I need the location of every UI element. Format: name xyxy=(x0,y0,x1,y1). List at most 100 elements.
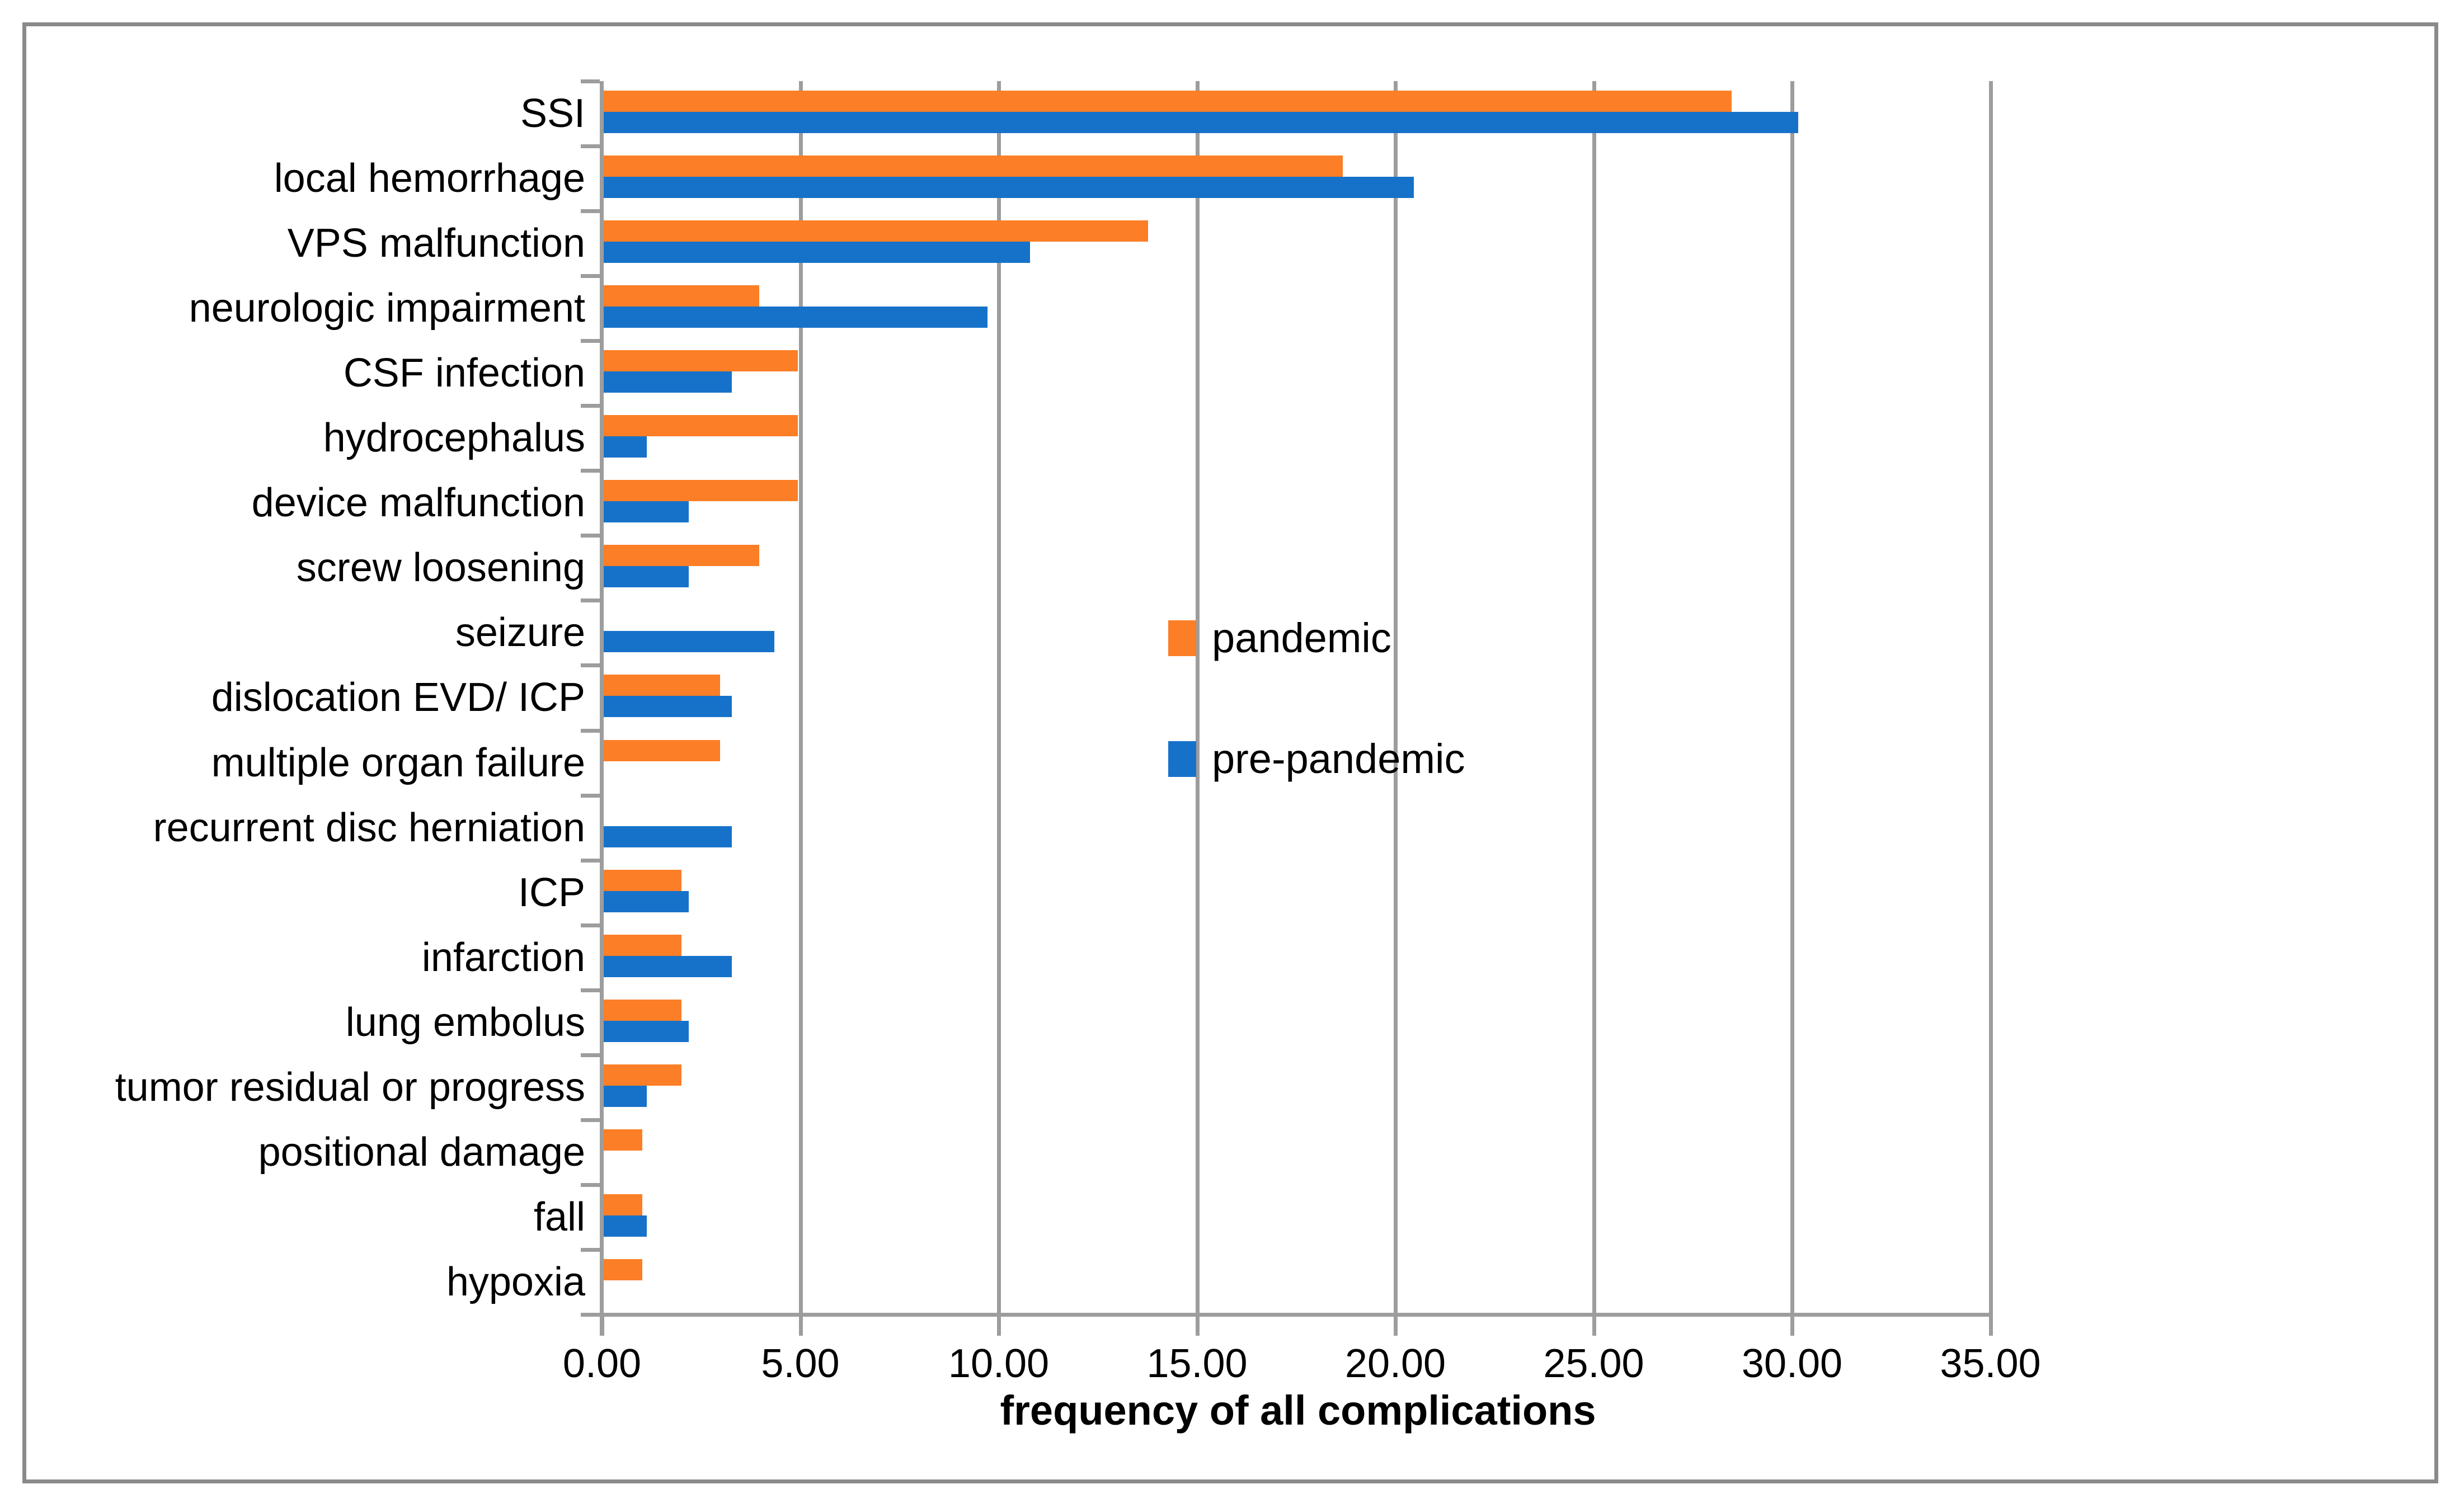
bar-pandemic xyxy=(604,415,798,437)
y-axis-tick xyxy=(581,663,600,668)
bar-pandemic xyxy=(604,1064,681,1086)
bar-pre-pandemic xyxy=(604,371,732,393)
category-label: hypoxia xyxy=(446,1259,585,1304)
bar-pre-pandemic xyxy=(604,955,732,977)
x-axis-tick xyxy=(997,1314,1001,1336)
y-axis-tick xyxy=(581,144,600,149)
y-axis-tick xyxy=(581,599,600,603)
legend-item-pre-pandemic: pre-pandemic xyxy=(1168,736,1465,782)
y-axis-tick xyxy=(581,79,600,83)
category-label: infarction xyxy=(421,935,585,980)
x-axis-tick xyxy=(1394,1314,1398,1336)
category-label: neurologic impairment xyxy=(189,286,585,331)
bar-pandemic xyxy=(604,739,721,761)
bar-pre-pandemic xyxy=(604,1085,647,1107)
bar-pandemic xyxy=(604,869,681,891)
bar-pre-pandemic xyxy=(604,1215,647,1237)
category-label: VPS malfunction xyxy=(287,221,585,266)
category-label: ICP xyxy=(518,870,585,915)
y-axis-tick xyxy=(581,209,600,214)
category-label: multiple organ failure xyxy=(211,740,585,785)
x-tick-label-5.00: 5.00 xyxy=(761,1341,840,1386)
x-tick-label-10.00: 10.00 xyxy=(948,1341,1050,1386)
gridline-x-30 xyxy=(1790,81,1794,1314)
x-tick-label-0.00: 0.00 xyxy=(562,1341,642,1386)
gridline-x-5 xyxy=(798,81,803,1314)
category-label: recurrent disc herniation xyxy=(153,805,585,850)
x-axis-tick xyxy=(600,1314,604,1336)
bar-pre-pandemic xyxy=(604,566,689,588)
y-axis-tick xyxy=(581,1247,600,1252)
bar-pre-pandemic xyxy=(604,826,732,847)
y-axis-tick xyxy=(581,923,600,927)
bar-pandemic xyxy=(604,155,1343,177)
legend-label-pre-pandemic: pre-pandemic xyxy=(1212,736,1465,782)
gridline-x-10 xyxy=(997,81,1001,1314)
x-axis-tick xyxy=(1592,1314,1596,1336)
bar-pre-pandemic xyxy=(604,1020,689,1042)
legend-label-pandemic: pandemic xyxy=(1212,615,1391,661)
y-axis-tick xyxy=(581,469,600,473)
category-label: CSF infection xyxy=(343,351,585,396)
x-axis-tick xyxy=(1790,1314,1794,1336)
bar-pandemic xyxy=(604,934,681,956)
y-axis-tick xyxy=(581,1053,600,1057)
x-tick-label-20.00: 20.00 xyxy=(1344,1341,1446,1386)
figure-border xyxy=(22,22,2438,1483)
bar-pandemic xyxy=(604,1194,643,1215)
bar-pre-pandemic xyxy=(604,177,1414,199)
y-axis-tick xyxy=(581,988,600,992)
y-axis-tick xyxy=(581,1182,600,1187)
bar-pre-pandemic xyxy=(604,631,774,653)
y-axis-tick xyxy=(581,274,600,279)
category-label: fall xyxy=(533,1194,585,1240)
bar-pandemic xyxy=(604,545,759,567)
bar-pandemic xyxy=(604,285,759,307)
y-axis-tick xyxy=(581,858,600,863)
legend-swatch-pre-pandemic xyxy=(1168,741,1196,777)
bar-pre-pandemic xyxy=(604,890,689,912)
bar-pandemic xyxy=(604,350,798,372)
category-label: dislocation EVD/ ICP xyxy=(211,675,585,720)
bar-pandemic xyxy=(604,1129,643,1151)
y-axis-tick xyxy=(581,728,600,733)
y-axis-tick xyxy=(581,1313,600,1317)
bar-pandemic xyxy=(604,220,1149,242)
y-axis-tick xyxy=(581,1118,600,1122)
x-tick-label-30.00: 30.00 xyxy=(1741,1341,1843,1386)
bar-pre-pandemic xyxy=(604,436,647,458)
legend-swatch-pandemic xyxy=(1168,620,1196,656)
category-label: tumor residual or progress xyxy=(115,1064,585,1110)
x-tick-label-25.00: 25.00 xyxy=(1543,1341,1644,1386)
category-label: screw loosening xyxy=(296,545,585,591)
bar-pre-pandemic xyxy=(604,112,1798,133)
category-label: positional damage xyxy=(258,1129,585,1175)
bar-pandemic xyxy=(604,91,1732,112)
y-axis-tick xyxy=(581,534,600,538)
x-axis-tick xyxy=(1988,1314,1993,1336)
y-axis-line xyxy=(600,81,604,1336)
category-label: local hemorrhage xyxy=(274,156,585,201)
category-label: device malfunction xyxy=(251,480,585,526)
gridline-x-25 xyxy=(1592,81,1596,1314)
y-axis-tick xyxy=(581,339,600,343)
y-axis-tick xyxy=(581,404,600,408)
category-label: seizure xyxy=(455,610,585,656)
bar-pre-pandemic xyxy=(604,307,988,328)
bar-pandemic xyxy=(604,675,721,696)
legend-item-pandemic: pandemic xyxy=(1168,615,1391,661)
x-axis-line xyxy=(600,1313,1993,1317)
x-tick-label-35.00: 35.00 xyxy=(1940,1341,2041,1386)
bar-pre-pandemic xyxy=(604,501,689,523)
x-axis-tick xyxy=(1195,1314,1200,1336)
bar-pandemic xyxy=(604,999,681,1021)
x-axis-tick xyxy=(798,1314,803,1336)
x-axis-title: frequency of all complications xyxy=(1000,1387,1596,1434)
bar-pre-pandemic xyxy=(604,242,1031,263)
category-label: hydrocephalus xyxy=(323,416,585,461)
gridline-x-35 xyxy=(1988,81,1993,1314)
bar-pandemic xyxy=(604,1259,643,1280)
x-tick-label-15.00: 15.00 xyxy=(1146,1341,1248,1386)
bar-pre-pandemic xyxy=(604,696,732,718)
